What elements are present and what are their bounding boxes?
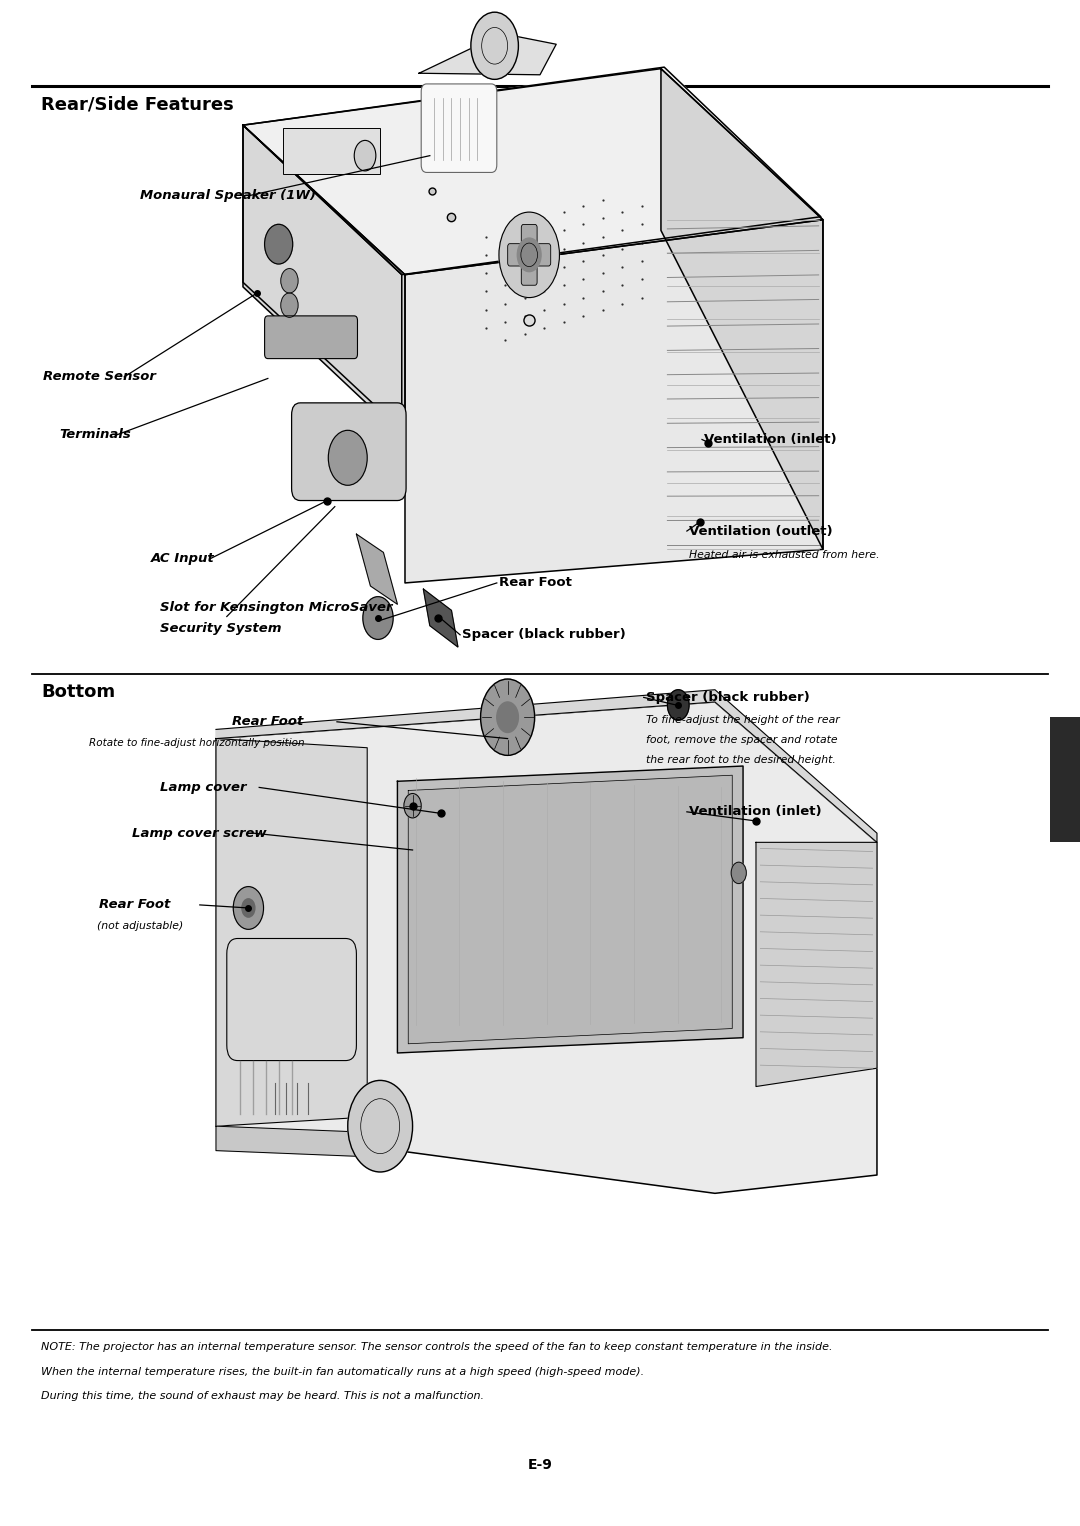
Polygon shape [243, 69, 823, 275]
Circle shape [265, 224, 293, 264]
Text: Rear Foot: Rear Foot [99, 899, 171, 911]
FancyBboxPatch shape [292, 403, 406, 501]
Text: Rear Foot: Rear Foot [232, 716, 303, 728]
Polygon shape [216, 702, 877, 1193]
Polygon shape [216, 739, 367, 1126]
Polygon shape [405, 220, 823, 583]
FancyBboxPatch shape [522, 224, 537, 247]
Polygon shape [243, 67, 821, 275]
Text: E-9: E-9 [527, 1457, 553, 1473]
Text: the rear foot to the desired height.: the rear foot to the desired height. [646, 755, 836, 765]
Text: Bottom: Bottom [41, 684, 116, 700]
Circle shape [667, 690, 689, 720]
Text: Rear/Side Features: Rear/Side Features [41, 95, 233, 113]
Text: When the internal temperature rises, the built-in fan automatically runs at a hi: When the internal temperature rises, the… [41, 1367, 644, 1376]
Text: Rotate to fine-adjust horizontally position: Rotate to fine-adjust horizontally posit… [89, 739, 305, 748]
FancyBboxPatch shape [227, 938, 356, 1061]
Text: Remote Sensor: Remote Sensor [43, 371, 157, 383]
FancyBboxPatch shape [522, 262, 537, 285]
Polygon shape [661, 69, 823, 549]
Bar [1050, 717, 1080, 842]
Circle shape [354, 140, 376, 171]
Polygon shape [356, 534, 397, 604]
Bar [283, 128, 380, 174]
FancyBboxPatch shape [265, 316, 357, 359]
Text: To fine-adjust the height of the rear: To fine-adjust the height of the rear [646, 716, 839, 725]
Text: Lamp cover: Lamp cover [160, 781, 246, 794]
Text: foot, remove the spacer and rotate: foot, remove the spacer and rotate [646, 736, 837, 745]
Circle shape [242, 899, 255, 917]
Text: AC Input: AC Input [151, 552, 215, 565]
FancyBboxPatch shape [421, 84, 497, 172]
Text: Lamp cover screw: Lamp cover screw [132, 827, 267, 839]
FancyBboxPatch shape [508, 244, 524, 266]
FancyBboxPatch shape [319, 423, 370, 470]
Polygon shape [756, 842, 877, 1087]
Text: Ventilation (inlet): Ventilation (inlet) [689, 806, 822, 818]
Polygon shape [423, 589, 458, 647]
Text: Ventilation (outlet): Ventilation (outlet) [689, 525, 833, 537]
Polygon shape [216, 690, 877, 842]
Circle shape [281, 293, 298, 317]
Circle shape [499, 212, 559, 298]
Circle shape [404, 794, 421, 818]
Circle shape [233, 887, 264, 929]
Text: Heated air is exhausted from here.: Heated air is exhausted from here. [689, 551, 880, 560]
Circle shape [481, 679, 535, 755]
Text: Ventilation (inlet): Ventilation (inlet) [704, 433, 837, 446]
Circle shape [731, 862, 746, 884]
Polygon shape [397, 766, 743, 1053]
FancyBboxPatch shape [535, 244, 551, 266]
Polygon shape [243, 125, 402, 430]
Polygon shape [419, 34, 556, 75]
Text: Slot for Kensington MicroSaver: Slot for Kensington MicroSaver [160, 601, 392, 613]
Text: During this time, the sound of exhaust may be heard. This is not a malfunction.: During this time, the sound of exhaust m… [41, 1392, 484, 1401]
Polygon shape [243, 224, 821, 430]
Circle shape [363, 597, 393, 639]
Text: Monaural Speaker (1W): Monaural Speaker (1W) [140, 189, 316, 201]
Circle shape [517, 238, 541, 272]
Polygon shape [408, 775, 732, 1044]
Polygon shape [243, 125, 405, 439]
Circle shape [281, 269, 298, 293]
Circle shape [471, 12, 518, 79]
Text: Spacer (black rubber): Spacer (black rubber) [462, 629, 626, 641]
Polygon shape [216, 1126, 367, 1157]
Text: NOTE: The projector has an internal temperature sensor. The sensor controls the : NOTE: The projector has an internal temp… [41, 1343, 833, 1352]
Text: Terminals: Terminals [59, 429, 131, 441]
Text: Spacer (black rubber): Spacer (black rubber) [646, 691, 810, 703]
Text: Rear Foot: Rear Foot [499, 577, 571, 589]
Text: Security System: Security System [160, 623, 282, 635]
Text: (not adjustable): (not adjustable) [97, 922, 184, 931]
Circle shape [348, 1080, 413, 1172]
Circle shape [497, 702, 518, 732]
Circle shape [328, 430, 367, 485]
